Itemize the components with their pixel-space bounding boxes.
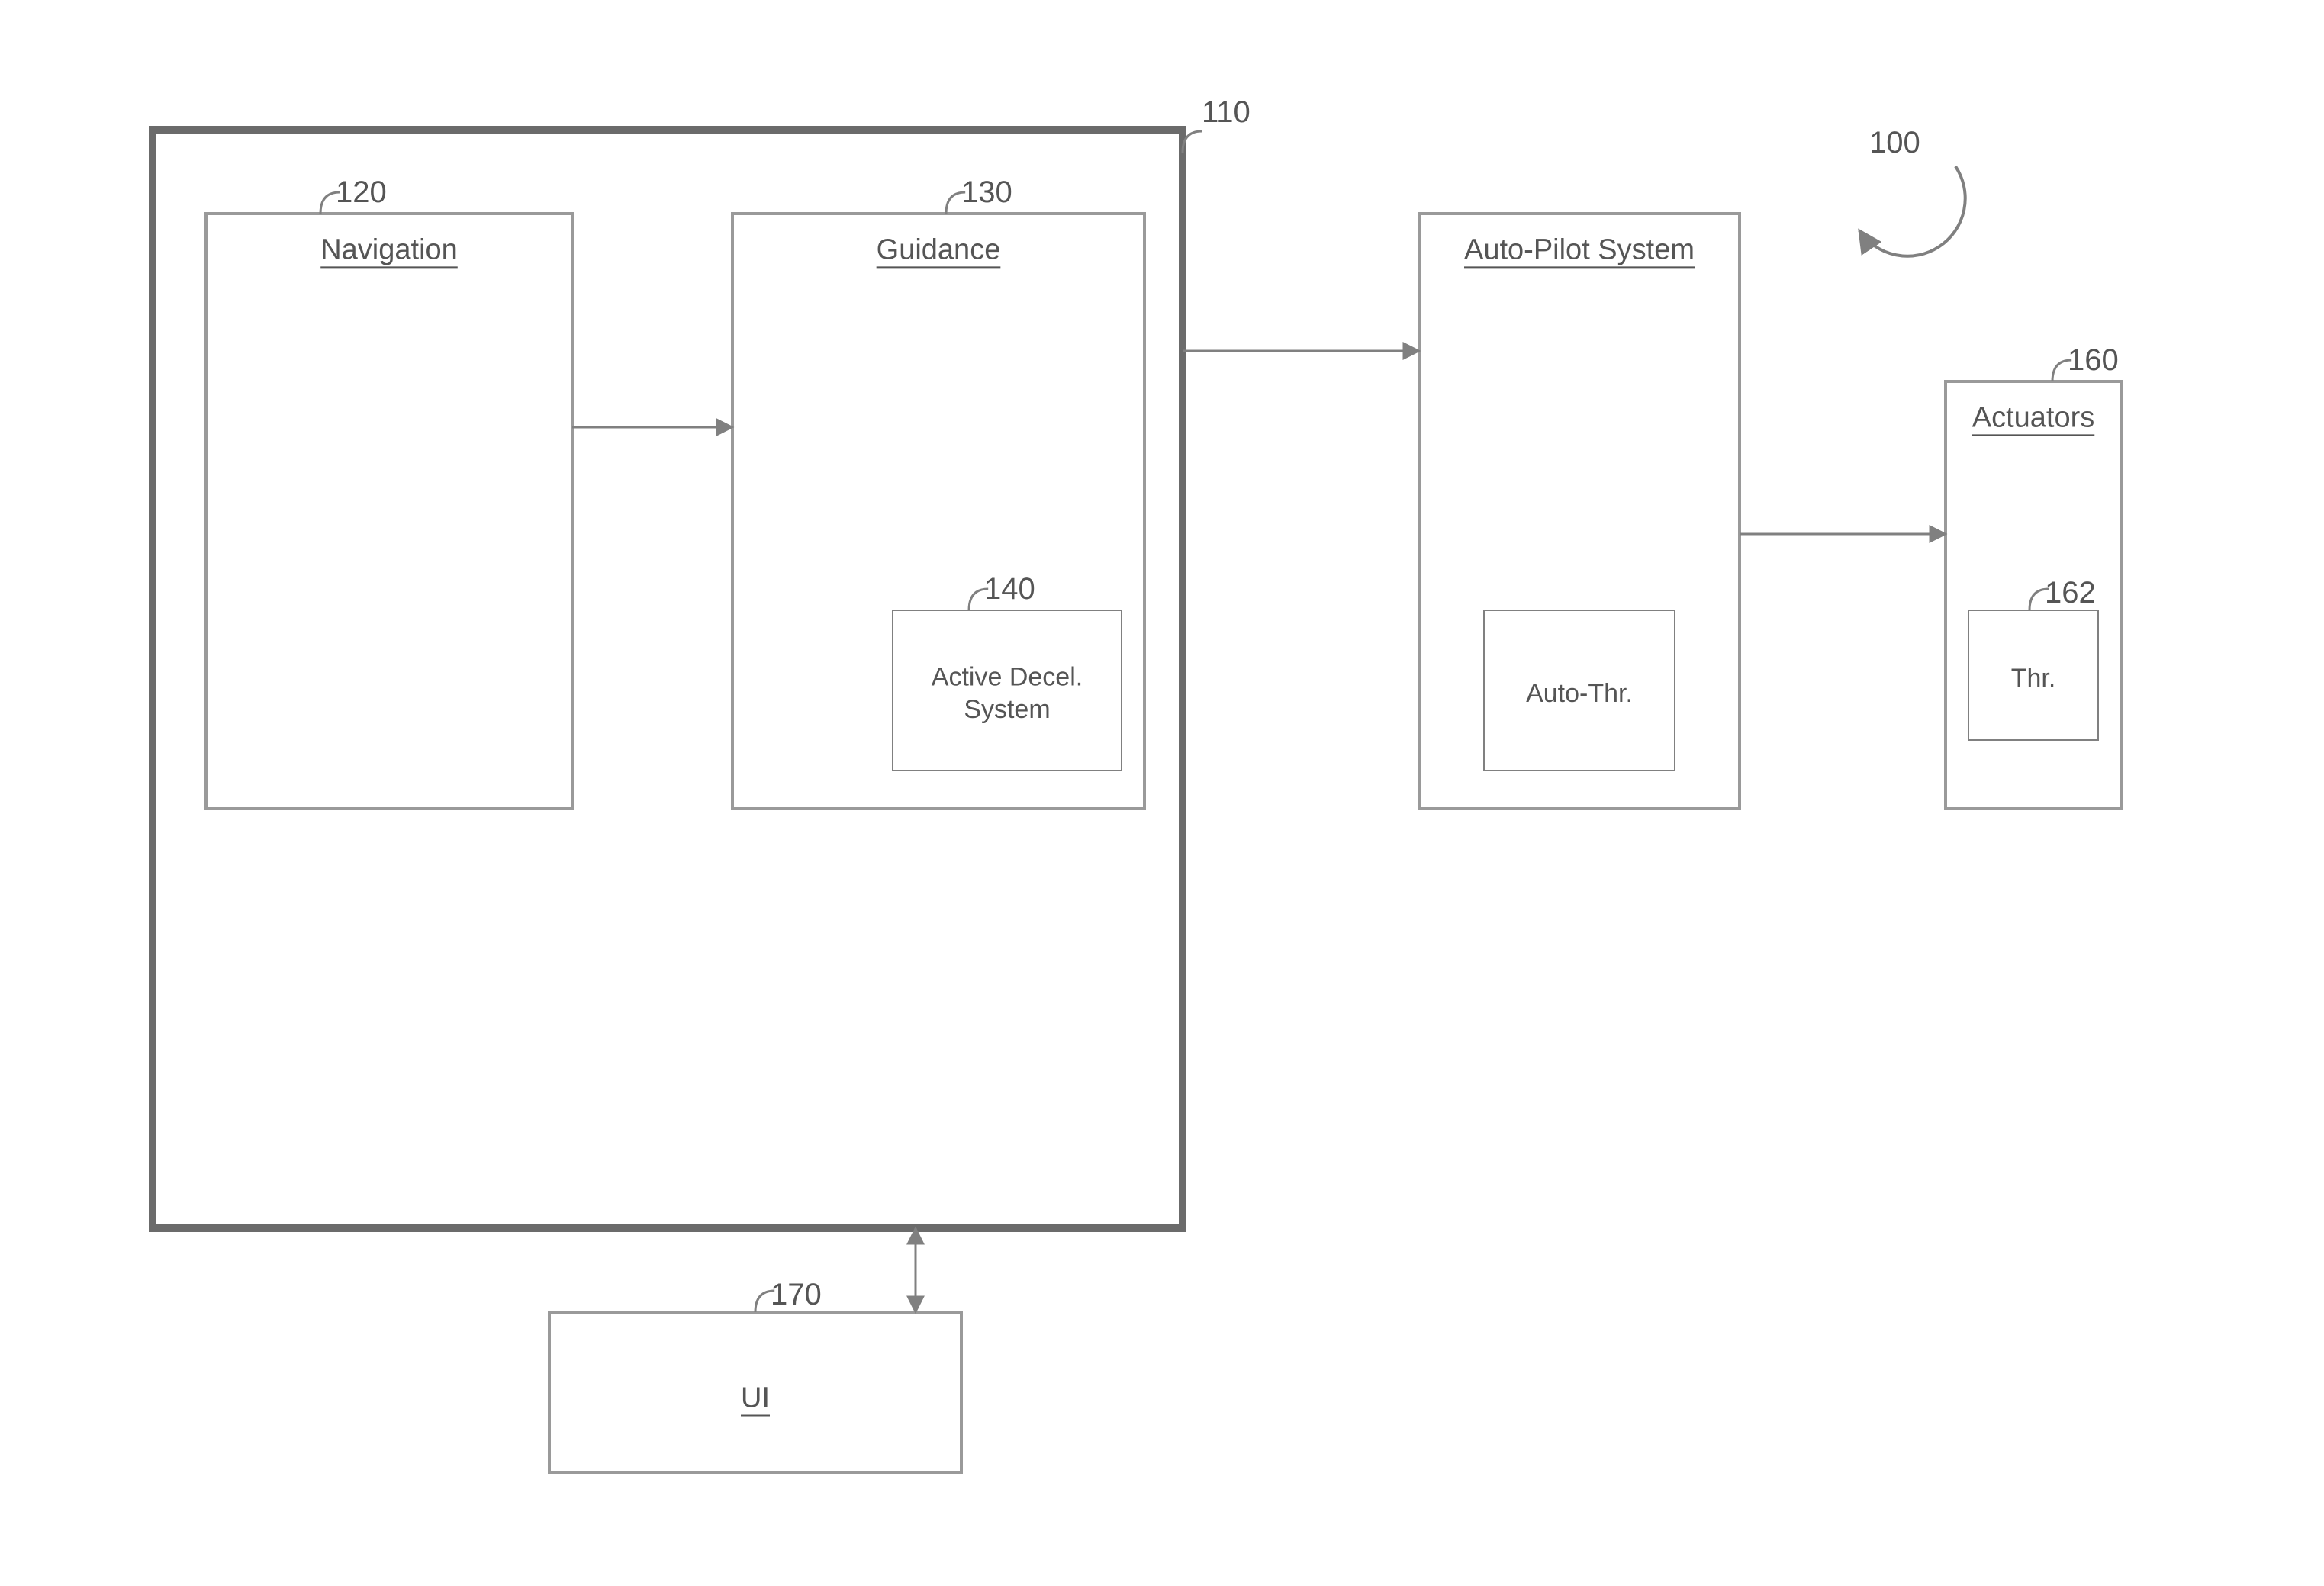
diagram-label: 120 [336, 175, 387, 209]
diagram-label: 110 [1202, 95, 1251, 129]
diagram-label: Guidance [877, 233, 1001, 265]
diagram-label: Thr. [2011, 664, 2056, 693]
diagram-label: Navigation [320, 233, 458, 265]
diagram-label: 170 [771, 1278, 822, 1311]
diagram-label: 140 [984, 572, 1035, 606]
diagram-box [732, 214, 1144, 809]
diagram-box [1419, 214, 1740, 809]
diagram-label: 100 [1869, 126, 1920, 159]
diagram-label: 130 [961, 175, 1012, 209]
diagram-label: Active Decel. [932, 663, 1083, 692]
diagram-box [206, 214, 572, 809]
diagram-label: System [964, 695, 1050, 724]
diagram-label: Auto-Pilot System [1464, 233, 1695, 265]
diagram-label: 160 [2068, 343, 2119, 377]
diagram-label: Auto-Thr. [1526, 679, 1633, 708]
diagram-label: 162 [2045, 576, 2096, 610]
diagram-label: Actuators [1972, 401, 2095, 433]
diagram-connector [1859, 166, 1965, 256]
diagram-label: UI [741, 1382, 770, 1414]
